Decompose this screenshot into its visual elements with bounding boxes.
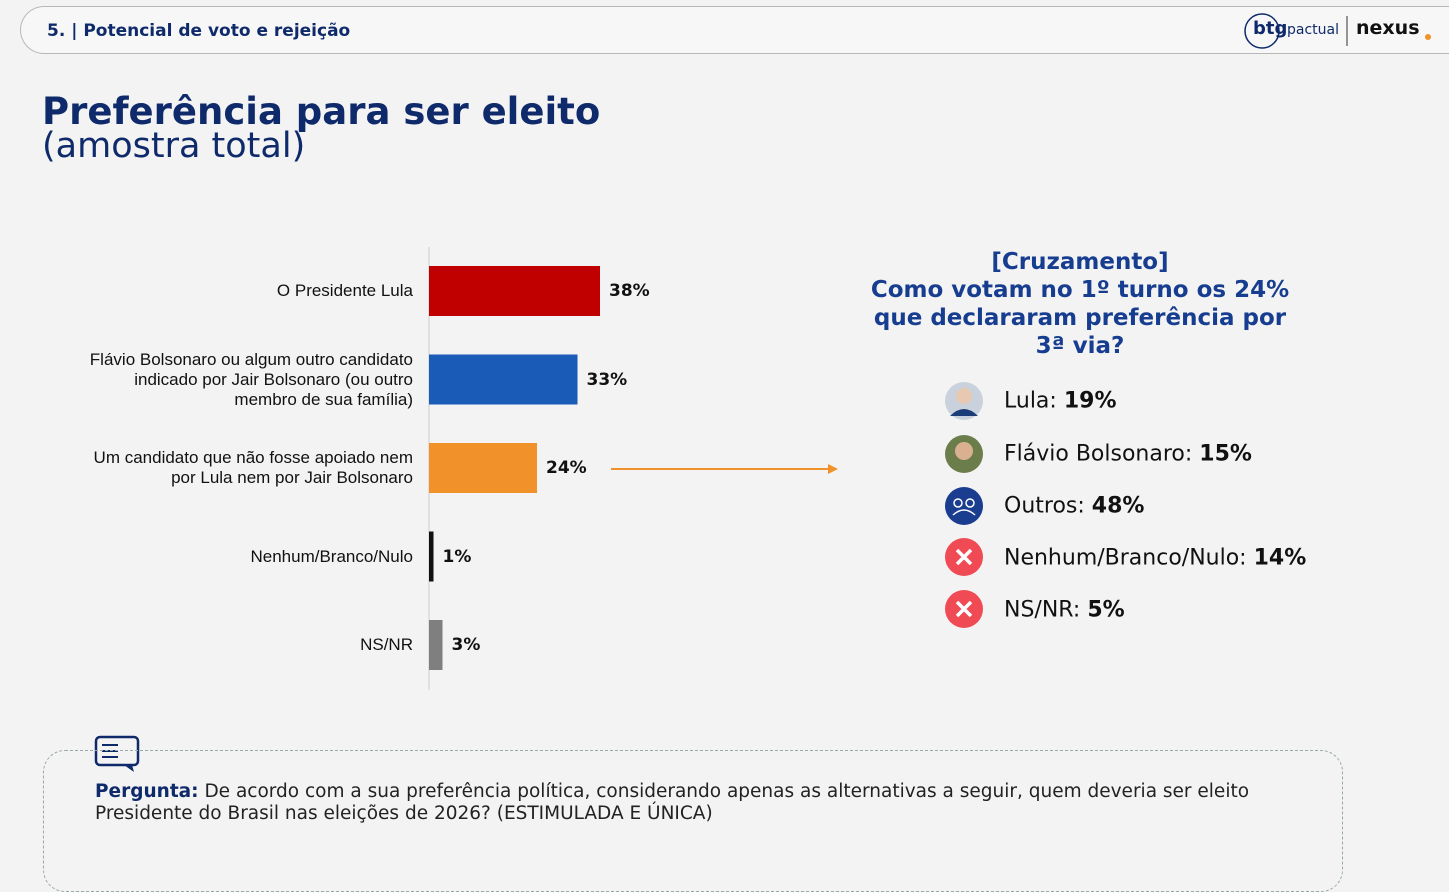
icon-person (965, 498, 975, 508)
crosstab-heading: [Cruzamento] (991, 249, 1169, 275)
category-label: Um candidato que não fosse apoiado nem p… (93, 448, 413, 487)
header-bar (20, 6, 1449, 54)
item-label: Lula: (1004, 388, 1057, 414)
bar (429, 443, 537, 493)
value-label: 24% (546, 458, 587, 478)
bar (429, 266, 600, 316)
item-label: Nenhum/Branco/Nulo: (1004, 545, 1247, 571)
logo-dot (1425, 34, 1431, 40)
bubble-lines (102, 744, 118, 758)
icon-person (952, 509, 976, 516)
slide: {"header": {"title": "5. | Potencial de … (20, 6, 1449, 892)
icon-x-mark (955, 600, 973, 618)
bubble-tail (124, 765, 134, 772)
category-label: O Presidente Lula (276, 281, 413, 300)
avatar-body (950, 409, 978, 416)
category-label: Nenhum/Branco/Nulo (250, 546, 413, 566)
item-value: 48% (1091, 493, 1145, 519)
logo-btg: btg (1253, 18, 1288, 39)
question-label: Pergunta: (95, 781, 199, 802)
chart (94, 247, 983, 772)
title: Preferência para ser eleito (42, 90, 601, 133)
item-value: 15% (1199, 441, 1252, 467)
crosstab-question: Como votam no 1º turno os 24% que declar… (870, 277, 1290, 359)
value-label: 33% (586, 369, 628, 390)
value-label: 1% (442, 546, 472, 567)
value-label: 38% (609, 281, 650, 301)
header-title: 5. | Potencial de voto e rejeição (47, 21, 351, 41)
item-label: Outros: (1004, 493, 1085, 519)
item-value: 14% (1253, 545, 1307, 571)
subtitle: (amostra total) (42, 126, 306, 166)
crosstab-item: Nenhum/Branco/Nulo: 14% (1004, 546, 1306, 571)
bar (429, 620, 443, 670)
question-text: De acordo com a sua preferência política… (95, 781, 1250, 824)
logo-graphics (1244, 13, 1431, 49)
crosstab-item: Lula: 19% (1004, 389, 1117, 414)
icon-x-mark (955, 548, 973, 566)
crosstab-item: Flávio Bolsonaro: 15% (1004, 442, 1252, 467)
icon-person (953, 498, 963, 508)
bar (429, 354, 578, 405)
bar (429, 531, 434, 582)
crosstab-title: [Cruzamento] Como votam no 1º turno os 2… (820, 248, 1340, 360)
avatar-face (955, 442, 973, 460)
logo-nexus: nexus (1356, 17, 1420, 39)
value-label: 3% (451, 635, 481, 655)
logo-circle (1244, 13, 1280, 49)
icons (945, 382, 983, 628)
item-value: 5% (1087, 597, 1125, 623)
item-label: Flávio Bolsonaro: (1004, 441, 1193, 467)
item-value: 19% (1063, 388, 1117, 414)
crosstab-item: Outros: 48% (1004, 494, 1144, 519)
avatar-face (956, 388, 972, 404)
category-label: NS/NR (360, 635, 413, 654)
logo-pactual: pactual (1287, 22, 1339, 38)
crosstab-item: NS/NR: 5% (1004, 598, 1125, 623)
arrow-head (828, 464, 838, 474)
item-label: NS/NR: (1004, 597, 1081, 623)
icon-outros (945, 487, 983, 525)
question: Pergunta: De acordo com a sua preferênci… (95, 781, 1335, 825)
question-icon (94, 735, 140, 772)
category-label: Flávio Bolsonaro ou algum outro candidat… (89, 349, 413, 409)
